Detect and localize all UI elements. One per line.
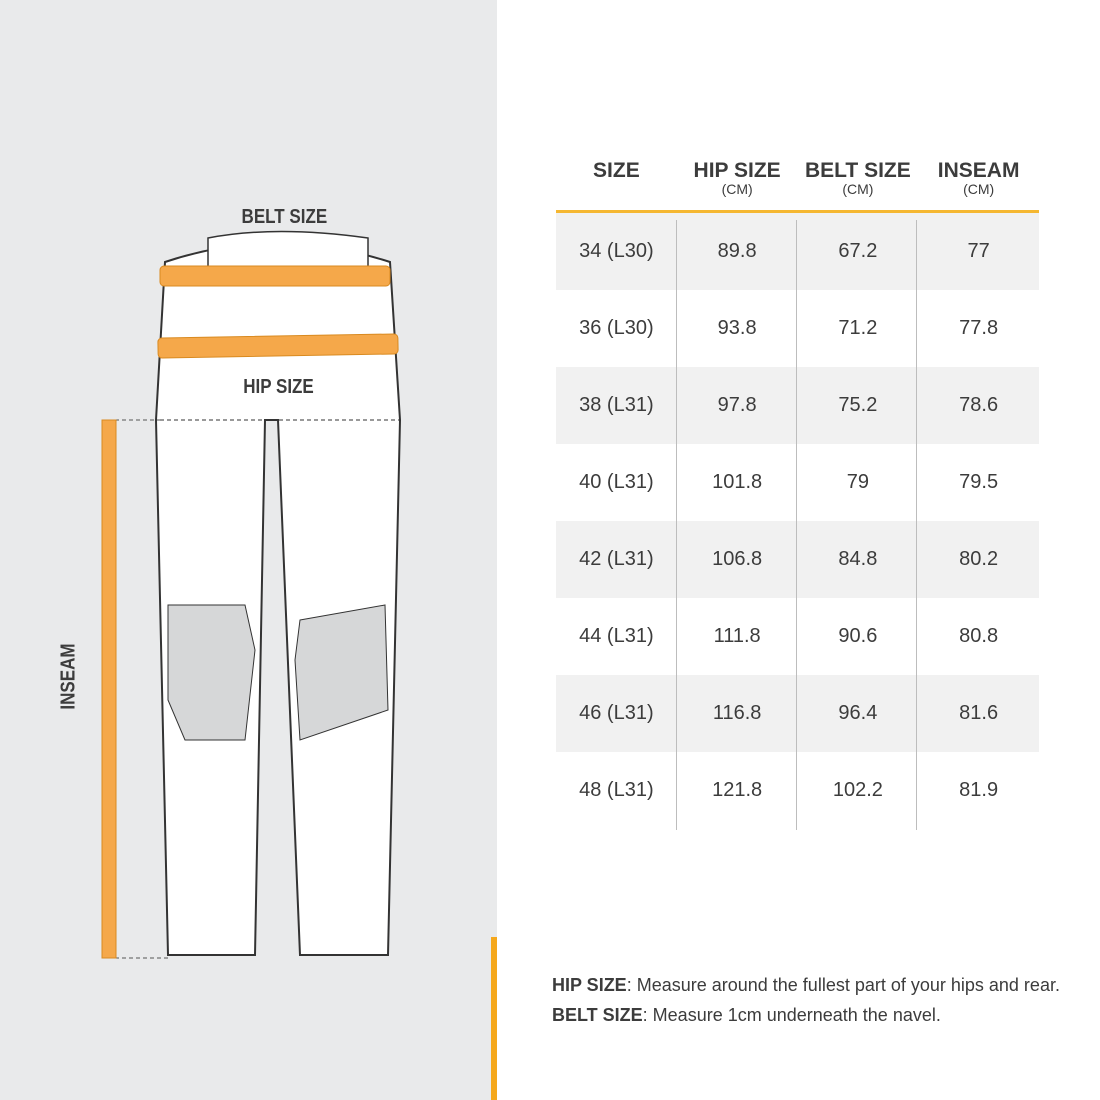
table-cell: 36 (L30) [579, 317, 654, 339]
table-cell: 48 (L31) [579, 779, 654, 801]
column-divider [676, 220, 677, 830]
table-cell: 102.2 [832, 779, 883, 801]
table-cell: 90.6 [838, 625, 878, 647]
header-hip-size: HIP SIZE (CM) [693, 159, 781, 197]
size-table: SIZE HIP SIZE (CM) BELT SIZE (CM) INSEAM (C… [556, 150, 1039, 829]
accent-bar [491, 937, 497, 1100]
table-cell: 106.8 [712, 548, 763, 570]
table-cell: 97.8 [717, 394, 757, 416]
note-hip-size: HIP SIZE: Measure around the fullest par… [552, 975, 1060, 995]
table-cell: 121.8 [712, 779, 763, 801]
table-cell: 111.8 [713, 625, 761, 647]
table-cell: 40 (L31) [579, 471, 654, 493]
table-cell: 77.8 [959, 317, 999, 339]
table-cell: 42 (L31) [579, 548, 654, 570]
table-cell: 81.6 [959, 702, 999, 724]
measurement-notes: HIP SIZE: Measure around the fullest par… [552, 970, 1060, 1030]
header-size: SIZE [593, 159, 640, 182]
header-inseam: INSEAM (CM) [937, 159, 1020, 197]
column-divider [916, 220, 917, 830]
table-row: 46 (L31) 116.8 96.4 81.6 [556, 675, 1039, 752]
illustration-panel: BELT SIZE HIP SIZE INSEAM [0, 0, 497, 1100]
table-cell: 44 (L31) [579, 625, 654, 647]
inseam-tape-measure [101, 419, 117, 959]
table-cell: 93.8 [717, 317, 757, 339]
table-cell: 81.9 [959, 779, 999, 801]
belt-tape-measure [159, 265, 391, 287]
table-row: 42 (L31) 106.8 84.8 80.2 [556, 521, 1039, 598]
table-cell: 34 (L30) [579, 240, 654, 262]
table-cell: 79 [846, 471, 869, 493]
table-row: 40 (L31) 101.8 79 79.5 [556, 444, 1039, 521]
table-cell: 96.4 [838, 702, 878, 724]
belt-size-label: BELT SIZE [241, 206, 328, 228]
inseam-label: INSEAM [57, 643, 80, 710]
table-row: 44 (L31) 111.8 90.6 80.8 [556, 598, 1039, 675]
header-belt-size: BELT SIZE (CM) [804, 159, 911, 197]
pants-illustration [101, 230, 402, 959]
hip-tape-measure [157, 333, 399, 359]
table-row: 48 (L31) 121.8 102.2 81.9 [556, 752, 1039, 829]
table-cell: 89.8 [717, 240, 757, 262]
table-cell: 71.2 [838, 317, 878, 339]
table-cell: 80.2 [959, 548, 999, 570]
table-cell: 78.6 [959, 394, 999, 416]
table-cell: 77 [967, 240, 990, 262]
table-cell: 101.8 [712, 471, 763, 493]
table-cell: 116.8 [712, 702, 762, 724]
column-divider [796, 220, 797, 830]
table-cell: 46 (L31) [579, 702, 654, 724]
table-cell: 67.2 [838, 240, 878, 262]
table-cell: 75.2 [838, 394, 878, 416]
table-row: 36 (L30) 93.8 71.2 77.8 [556, 290, 1039, 367]
table-cell: 79.5 [959, 471, 999, 493]
hip-size-label: HIP SIZE [243, 376, 314, 398]
table-header: SIZE HIP SIZE (CM) BELT SIZE (CM) INSEAM (C… [556, 150, 1039, 213]
table-cell: 84.8 [838, 548, 878, 570]
table-cell: 80.8 [959, 625, 999, 647]
table-row: 38 (L31) 97.8 75.2 78.6 [556, 367, 1039, 444]
table-row: 34 (L30) 89.8 67.2 77 [556, 213, 1039, 290]
table-cell: 38 (L31) [579, 394, 654, 416]
note-belt-size: BELT SIZE: Measure 1cm underneath the na… [552, 1005, 941, 1025]
